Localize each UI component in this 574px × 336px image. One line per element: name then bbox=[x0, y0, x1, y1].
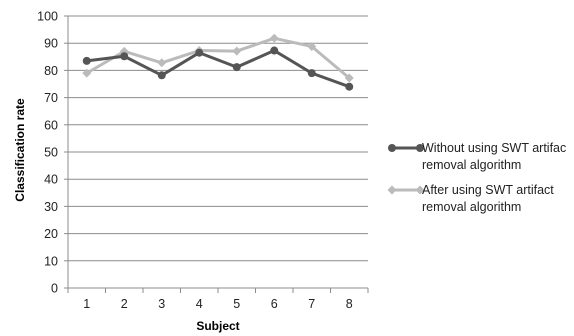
x-tick-labels: 1 2 3 4 5 6 7 8 bbox=[83, 297, 353, 311]
grid-lines bbox=[68, 15, 368, 262]
data-point bbox=[82, 68, 92, 78]
data-point bbox=[415, 185, 425, 195]
y-tick-label: 80 bbox=[44, 64, 58, 78]
y-tick-label: 90 bbox=[44, 37, 58, 51]
series-1 bbox=[82, 46, 354, 91]
y-tick-label: 20 bbox=[44, 227, 58, 241]
data-point bbox=[232, 63, 241, 72]
y-tick-labels: 0 10 20 30 40 50 60 70 80 90 100 bbox=[37, 10, 58, 296]
x-tick-label: 3 bbox=[158, 297, 165, 311]
data-point bbox=[232, 46, 242, 56]
y-tick-label: 50 bbox=[44, 146, 58, 160]
x-tick-label: 8 bbox=[346, 297, 353, 311]
series-line bbox=[85, 36, 351, 80]
data-point bbox=[307, 41, 317, 51]
data-point bbox=[82, 56, 91, 65]
data-point bbox=[307, 69, 316, 78]
x-tick-label: 4 bbox=[196, 297, 203, 311]
y-tick-label: 70 bbox=[44, 91, 58, 105]
axes bbox=[64, 15, 369, 293]
x-tick-label: 7 bbox=[308, 297, 315, 311]
data-point bbox=[345, 82, 354, 91]
legend-entry-2: After using SWT artifact removal algorith… bbox=[387, 183, 554, 214]
series-group bbox=[82, 33, 354, 91]
legend-label: Without using SWT artifac bbox=[422, 141, 566, 155]
x-tick-label: 5 bbox=[233, 297, 240, 311]
data-point bbox=[195, 48, 204, 57]
y-tick-label: 10 bbox=[44, 254, 58, 268]
data-point bbox=[157, 58, 167, 68]
x-tick-label: 2 bbox=[121, 297, 128, 311]
y-tick-label: 60 bbox=[44, 118, 58, 132]
legend: Without using SWT artifac removal algorit… bbox=[387, 141, 566, 214]
data-point bbox=[416, 144, 424, 152]
series-2 bbox=[82, 33, 354, 83]
legend-label: removal algorithm bbox=[422, 158, 521, 172]
y-tick-label: 30 bbox=[44, 200, 58, 214]
data-point bbox=[388, 144, 396, 152]
y-axis-title: Classification rate bbox=[13, 98, 27, 202]
y-tick-label: 100 bbox=[37, 10, 58, 24]
y-tick-label: 0 bbox=[51, 282, 58, 296]
series-line bbox=[86, 49, 350, 89]
data-point bbox=[387, 185, 397, 195]
data-point bbox=[120, 52, 129, 61]
data-point bbox=[344, 73, 354, 83]
legend-label: removal algorithm bbox=[422, 200, 521, 214]
legend-label: After using SWT artifact bbox=[422, 183, 554, 197]
legend-entry-1: Without using SWT artifac removal algorit… bbox=[388, 141, 566, 172]
x-tick-label: 6 bbox=[271, 297, 278, 311]
data-point bbox=[157, 71, 166, 80]
data-point bbox=[269, 33, 279, 43]
y-tick-label: 40 bbox=[44, 173, 58, 187]
x-tick-label: 1 bbox=[83, 297, 90, 311]
data-point bbox=[270, 46, 279, 55]
x-axis-title: Subject bbox=[196, 319, 239, 333]
